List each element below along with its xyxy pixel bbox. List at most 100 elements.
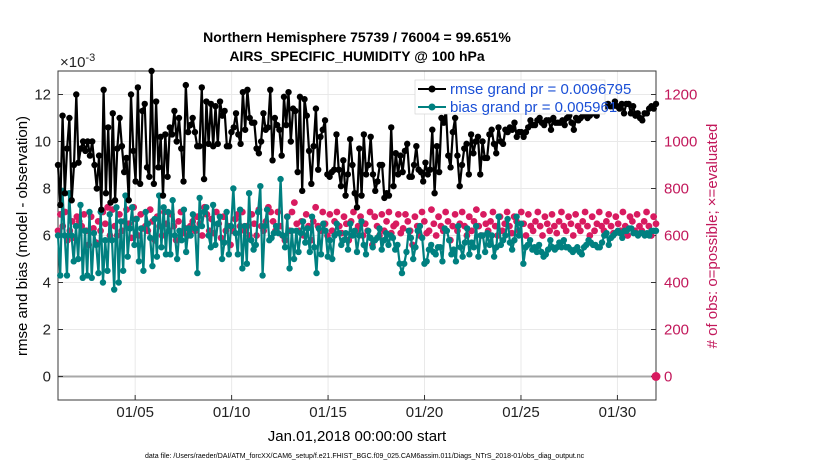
bias-point	[290, 255, 298, 263]
obs-point	[54, 227, 62, 235]
bias-point	[578, 251, 586, 258]
obs-point	[444, 218, 452, 225]
bias-point	[234, 251, 242, 258]
bias-point	[281, 244, 289, 251]
y-right-tick-label: 600	[664, 228, 689, 245]
obs-point	[650, 213, 658, 221]
rmse-point	[618, 100, 625, 108]
bias-point	[295, 248, 302, 256]
rmse-point	[362, 171, 370, 178]
bias-point	[526, 237, 534, 244]
rmse-point	[454, 152, 461, 159]
legend-box	[414, 79, 606, 115]
rmse-point	[474, 133, 482, 140]
obs-point	[383, 218, 390, 225]
bias-point	[398, 269, 406, 277]
bias-point	[117, 218, 125, 225]
exponent-power: -3	[85, 52, 95, 64]
obs-point	[480, 210, 487, 218]
rmse-point	[299, 187, 306, 195]
obs-point	[539, 232, 546, 239]
obs-point	[430, 220, 438, 228]
footnote: data file: /Users/raeder/DAI/ATM_forcXX/…	[145, 453, 585, 460]
bias-point	[443, 227, 451, 234]
bias-point	[95, 269, 102, 277]
bias-point	[126, 225, 134, 232]
bias-point	[167, 251, 174, 258]
bias-point	[351, 227, 358, 234]
rmse-point	[232, 110, 240, 117]
obs-point	[532, 218, 539, 225]
obs-point	[465, 213, 473, 221]
rmse-point	[356, 145, 363, 152]
rmse-point	[463, 140, 470, 148]
obs-point	[290, 199, 298, 207]
bias-point	[272, 222, 280, 230]
rmse-point	[440, 119, 447, 126]
bias-point	[463, 225, 471, 232]
y-left-tick-label: 4	[43, 275, 51, 292]
rmse-point	[141, 100, 148, 108]
bias-point	[369, 244, 376, 251]
rmse-point	[547, 126, 555, 133]
rmse-point	[493, 150, 500, 157]
bias-point	[203, 204, 210, 211]
rmse-point	[150, 180, 158, 187]
bias-point	[57, 272, 64, 279]
rmse-point	[445, 152, 452, 159]
rmse-point	[139, 107, 146, 115]
bias-point	[230, 185, 237, 192]
bias-point	[243, 260, 251, 267]
bias-point	[481, 248, 489, 256]
right-axis-ticks: 0 200 400 600 800 1000 1200	[651, 87, 697, 386]
bias-point	[288, 227, 296, 234]
rmse-point	[310, 143, 317, 150]
bias-point	[416, 222, 424, 230]
bias-point	[164, 208, 172, 216]
rmse-point	[317, 133, 324, 140]
y-left-tick-label: 10	[34, 134, 51, 151]
legend-bias-marker	[428, 103, 436, 111]
obs-point	[472, 206, 480, 214]
bias-point	[173, 255, 181, 263]
rmse-point	[372, 187, 379, 195]
obs-point	[612, 213, 620, 221]
bias-point	[236, 206, 244, 213]
bias-point	[162, 251, 170, 258]
obs-point	[90, 225, 97, 232]
obs-point	[250, 220, 258, 228]
rmse-point	[378, 161, 386, 169]
bias-point	[412, 244, 419, 251]
rmse-point	[123, 154, 130, 162]
rmse-point	[467, 131, 475, 138]
rmse-point	[134, 84, 142, 91]
rmse-point	[166, 124, 174, 131]
bias-point	[104, 267, 111, 274]
rmse-point	[75, 159, 82, 166]
rmse-point	[353, 204, 361, 211]
obs-point	[524, 210, 532, 218]
bias-point	[131, 241, 138, 249]
rmse-point	[431, 190, 438, 197]
rmse-point	[458, 161, 466, 169]
rmse-point	[358, 192, 365, 199]
rmse-point	[360, 131, 368, 138]
bias-point	[54, 232, 62, 239]
bias-point	[439, 258, 446, 265]
rmse-point	[255, 150, 263, 157]
rmse-point	[367, 133, 374, 140]
obs-point	[411, 213, 419, 221]
rmse-point	[136, 180, 144, 187]
rmse-point	[276, 126, 283, 133]
bias-point	[113, 204, 120, 211]
bias-point	[189, 211, 197, 218]
rmse-point	[312, 105, 320, 112]
obs-point	[399, 225, 407, 232]
bias-point	[205, 232, 212, 239]
bias-point	[308, 213, 316, 220]
y-axis-right-label: # of obs: o=possible; ×=evaluated	[704, 124, 721, 349]
rmse-point	[451, 114, 459, 122]
rmse-point	[171, 107, 178, 115]
obs-point	[394, 210, 402, 218]
